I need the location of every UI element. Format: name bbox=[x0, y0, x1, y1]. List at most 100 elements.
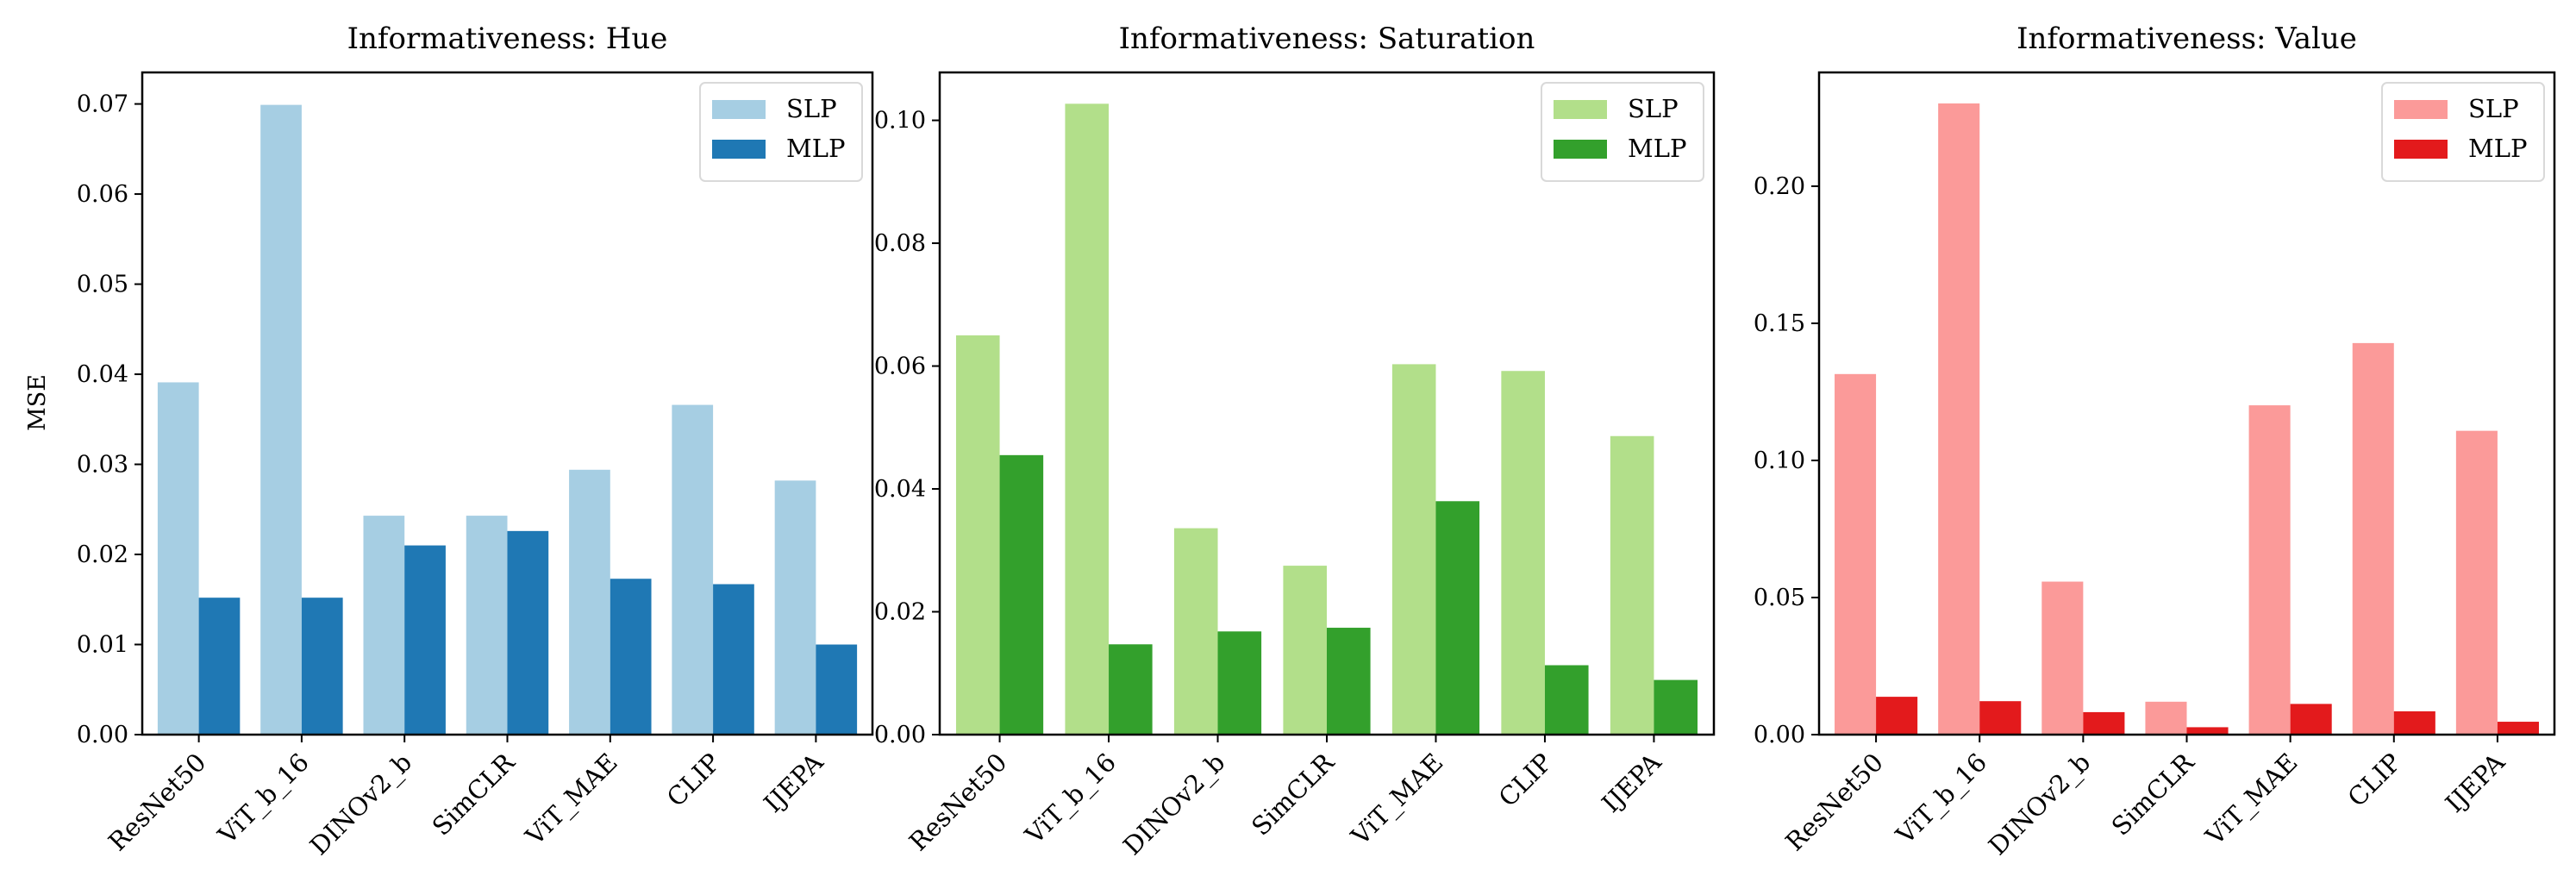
legend-label-slp: SLP bbox=[2468, 94, 2519, 123]
bar-mlp-vit_b_16 bbox=[1979, 701, 2022, 735]
legend-label-slp: SLP bbox=[786, 94, 837, 123]
y-tick-label: 0.05 bbox=[1754, 585, 1805, 611]
bar-mlp-vit_mae bbox=[2290, 704, 2332, 735]
x-tick-label: ViT_MAE bbox=[519, 748, 623, 852]
legend-box bbox=[2381, 82, 2545, 182]
x-tick-label: ViT_b_16 bbox=[1890, 748, 1993, 851]
bar-slp-vit_mae bbox=[2248, 405, 2291, 735]
legend: SLP MLP bbox=[699, 82, 863, 182]
x-tick-label: DINOv2_b bbox=[304, 748, 418, 861]
x-tick-label: CLIP bbox=[2342, 748, 2406, 812]
bar-mlp-vit_mae bbox=[1435, 501, 1480, 735]
bar-slp-clip bbox=[1501, 371, 1545, 735]
bar-slp-clip bbox=[2352, 342, 2394, 735]
bar-slp-vit_b_16 bbox=[1065, 103, 1110, 735]
y-tick-label: 0.06 bbox=[874, 354, 926, 380]
legend-label-mlp: MLP bbox=[2468, 134, 2527, 163]
legend-box bbox=[699, 82, 863, 182]
legend-swatch-mlp bbox=[712, 140, 766, 159]
x-tick-label: IJEPA bbox=[2440, 747, 2511, 818]
bar-slp-resnet50 bbox=[1835, 373, 1877, 735]
chart-title: Informativeness: Hue bbox=[347, 22, 668, 56]
x-tick-label: ViT_MAE bbox=[1345, 748, 1449, 852]
bar-mlp-clip bbox=[1544, 665, 1589, 735]
legend-swatch-slp bbox=[1554, 100, 1607, 119]
y-tick-label: 0.10 bbox=[874, 108, 926, 135]
bar-mlp-ijepa bbox=[1654, 679, 1698, 735]
x-tick-label: SimCLR bbox=[1246, 747, 1341, 842]
x-tick-label: ResNet50 bbox=[103, 748, 212, 857]
legend: SLP MLP bbox=[2381, 82, 2545, 182]
y-tick-label: 0.07 bbox=[77, 91, 128, 118]
chart-panel-3: Informativeness: Value ResNet50 ViT_b_16DI… bbox=[1754, 22, 2556, 861]
bar-mlp-clip bbox=[2393, 710, 2435, 735]
y-tick-label: 0.00 bbox=[1754, 722, 1805, 748]
plot-frame bbox=[1817, 71, 2556, 736]
bar-slp-resnet50 bbox=[955, 335, 1000, 735]
x-tick-label: IJEPA bbox=[1596, 747, 1667, 818]
legend-label-mlp: MLP bbox=[786, 134, 845, 163]
x-tick-label: IJEPA bbox=[758, 747, 829, 818]
y-tick-label: 0.15 bbox=[1754, 310, 1805, 337]
legend-label-mlp: MLP bbox=[1628, 134, 1686, 163]
bar-mlp-dinov2_b bbox=[2083, 711, 2125, 735]
x-tick-label: SimCLR bbox=[2106, 747, 2201, 842]
bar-slp-clip bbox=[672, 404, 714, 735]
x-tick-label: ResNet50 bbox=[1779, 748, 1889, 857]
legend-swatch-mlp bbox=[1554, 140, 1607, 159]
bar-mlp-vit_mae bbox=[610, 579, 652, 735]
plot-frame bbox=[141, 71, 874, 736]
bar-mlp-resnet50 bbox=[198, 598, 241, 735]
bar-mlp-ijepa bbox=[816, 644, 858, 735]
y-tick-label: 0.02 bbox=[77, 541, 128, 568]
y-tick-label: 0.10 bbox=[1754, 448, 1805, 474]
bar-slp-simclr bbox=[1283, 566, 1327, 735]
bar-mlp-clip bbox=[713, 584, 754, 735]
bar-slp-dinov2_b bbox=[1173, 528, 1218, 735]
x-tick-label: DINOv2_b bbox=[1117, 748, 1231, 861]
chart-panel-1: Informativeness: Hue ResNet50 ViT_b_16DINO… bbox=[77, 22, 874, 861]
chart-title: Informativeness: Saturation bbox=[1119, 22, 1535, 56]
bar-slp-resnet50 bbox=[157, 382, 199, 735]
bar-mlp-resnet50 bbox=[999, 454, 1044, 735]
bar-mlp-vit_b_16 bbox=[1109, 644, 1153, 735]
bar-mlp-dinov2_b bbox=[404, 545, 446, 735]
bar-slp-vit_b_16 bbox=[260, 104, 302, 735]
bar-slp-vit_mae bbox=[569, 469, 610, 735]
x-tick-label: CLIP bbox=[1493, 748, 1558, 812]
y-tick-label: 0.06 bbox=[77, 181, 128, 208]
x-tick-label: ViT_MAE bbox=[2199, 748, 2304, 852]
x-tick-label: ResNet50 bbox=[903, 748, 1013, 857]
legend-box bbox=[1541, 82, 1704, 182]
bar-slp-simclr bbox=[2145, 701, 2187, 735]
y-tick-label: 0.08 bbox=[874, 230, 926, 257]
y-tick-label: 0.03 bbox=[77, 452, 128, 479]
plot-frame bbox=[938, 71, 1716, 736]
legend-swatch-mlp bbox=[2394, 140, 2448, 159]
y-tick-label: 0.20 bbox=[1754, 173, 1805, 200]
bar-mlp-simclr bbox=[507, 530, 549, 735]
chart-title: Informativeness: Value bbox=[2016, 22, 2357, 56]
y-tick-label: 0.00 bbox=[77, 722, 128, 748]
y-tick-label: 0.01 bbox=[77, 632, 128, 659]
bar-mlp-simclr bbox=[2186, 727, 2229, 735]
bar-mlp-vit_b_16 bbox=[301, 598, 343, 735]
bar-slp-ijepa bbox=[2455, 430, 2498, 735]
x-tick-label: DINOv2_b bbox=[1983, 748, 2097, 861]
chart-panel-2: Informativeness: Saturation ResNet50 ViT_b… bbox=[874, 22, 1716, 861]
x-tick-label: ViT_b_16 bbox=[212, 748, 316, 851]
bar-slp-vit_mae bbox=[1391, 364, 1436, 735]
bar-mlp-ijepa bbox=[2497, 722, 2539, 735]
y-tick-label: 0.00 bbox=[874, 722, 926, 748]
legend-swatch-slp bbox=[2394, 100, 2448, 119]
y-tick-label: 0.04 bbox=[874, 476, 926, 503]
y-tick-label: 0.05 bbox=[77, 272, 128, 298]
y-tick-label: 0.04 bbox=[77, 361, 128, 388]
x-tick-label: CLIP bbox=[661, 748, 726, 812]
legend-label-slp: SLP bbox=[1628, 94, 1679, 123]
bar-slp-dinov2_b bbox=[363, 516, 405, 735]
bar-slp-vit_b_16 bbox=[1938, 103, 1980, 735]
y-tick-label: 0.02 bbox=[874, 599, 926, 626]
